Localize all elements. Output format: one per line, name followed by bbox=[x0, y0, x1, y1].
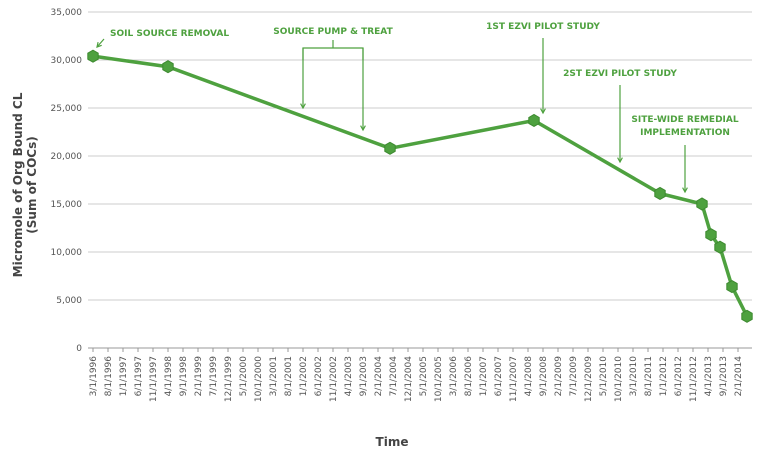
point bbox=[87, 49, 99, 63]
x-tick-label: 7/1/2009 bbox=[569, 356, 579, 397]
x-tick-label: 4/1/2013 bbox=[704, 356, 714, 396]
x-tick-label: 10/1/2000 bbox=[254, 356, 264, 402]
annotation-arrowhead bbox=[682, 187, 688, 194]
y-tick-label: 25,000 bbox=[51, 104, 83, 114]
point bbox=[162, 60, 174, 74]
x-tick-label: 10/1/2010 bbox=[614, 356, 624, 402]
x-tick-label: 6/1/1997 bbox=[134, 356, 144, 396]
x-tick-label: 4/1/2008 bbox=[524, 356, 534, 397]
y-tick-label: 15,000 bbox=[51, 200, 83, 210]
x-tick-label: 9/1/2013 bbox=[719, 356, 729, 396]
x-tick-label: 12/1/2009 bbox=[584, 356, 594, 402]
x-tick-label: 8/1/2001 bbox=[284, 356, 294, 396]
annotation-bracket bbox=[302, 47, 364, 60]
y-tick-label: 35,000 bbox=[51, 8, 83, 18]
x-tick-label: 1/1/2012 bbox=[659, 356, 669, 396]
x-tick-label: 3/1/2010 bbox=[629, 356, 639, 397]
y-tick-label: 5,000 bbox=[56, 296, 82, 306]
annotation-arrow bbox=[96, 38, 105, 48]
x-tick-label: 1/1/2007 bbox=[479, 356, 489, 396]
x-tick-label: 6/1/2002 bbox=[314, 356, 324, 396]
x-tick-label: 2/1/2009 bbox=[554, 356, 564, 397]
x-tick-label: 2/1/2014 bbox=[734, 356, 744, 397]
x-tick-label: 1/1/1997 bbox=[119, 356, 129, 396]
x-tick-label: 9/1/1998 bbox=[179, 356, 189, 397]
x-tick-label: 11/1/2012 bbox=[689, 356, 699, 402]
x-tick-label: 11/1/1997 bbox=[149, 356, 159, 402]
annotation: SITE-WIDE REMEDIAL bbox=[631, 115, 738, 125]
x-tick-label: 3/1/2001 bbox=[269, 356, 279, 396]
point bbox=[726, 279, 738, 294]
x-tick-label: 1/1/2002 bbox=[299, 356, 309, 396]
x-tick-label: 6/1/2012 bbox=[674, 356, 684, 396]
y-axis-title: Micromole of Org Bound CL bbox=[11, 92, 25, 277]
x-tick-label: 7/1/2004 bbox=[389, 356, 399, 397]
x-tick-label: 11/1/2007 bbox=[509, 356, 519, 402]
x-tick-label: 9/1/2003 bbox=[359, 356, 369, 396]
point bbox=[654, 186, 666, 201]
annotation: 2ST EZVI PILOT STUDY bbox=[563, 69, 677, 79]
x-tick-label: 6/1/2007 bbox=[494, 356, 504, 396]
y-tick-label: 0 bbox=[76, 344, 82, 354]
point bbox=[705, 228, 717, 242]
x-tick-label: 3/1/2006 bbox=[449, 356, 459, 397]
x-tick-label: 8/1/1996 bbox=[104, 356, 114, 397]
point bbox=[696, 197, 708, 211]
x-tick-label: 3/1/1996 bbox=[89, 356, 99, 397]
x-tick-label: 5/1/2000 bbox=[239, 356, 249, 397]
y-tick-label: 10,000 bbox=[51, 248, 83, 258]
x-tick-label: 8/1/2011 bbox=[644, 356, 654, 396]
y-axis-title: (Sum of COCs) bbox=[25, 136, 39, 233]
x-tick-label: 2/1/1999 bbox=[194, 356, 204, 397]
y-tick-label: 30,000 bbox=[51, 56, 83, 66]
x-tick-label: 11/1/2002 bbox=[329, 356, 339, 402]
x-tick-label: 12/1/2004 bbox=[404, 356, 414, 402]
annotation-arrowhead bbox=[540, 108, 546, 115]
annotation: SOIL SOURCE REMOVAL bbox=[110, 29, 229, 39]
point bbox=[741, 309, 753, 323]
annotation-arrowhead bbox=[617, 157, 623, 164]
point bbox=[714, 240, 726, 254]
x-tick-label: 4/1/2003 bbox=[344, 356, 354, 396]
x-tick-label: 5/1/2005 bbox=[419, 356, 429, 396]
annotation-arrowhead bbox=[300, 103, 306, 110]
annotation: 1ST EZVI PILOT STUDY bbox=[486, 22, 600, 32]
x-tick-label: 9/1/2008 bbox=[539, 356, 549, 397]
point bbox=[384, 141, 396, 155]
annotation-arrowhead bbox=[96, 41, 102, 48]
x-axis-title: Time bbox=[376, 435, 409, 449]
point bbox=[528, 113, 540, 128]
y-tick-label: 20,000 bbox=[51, 152, 83, 162]
x-tick-label: 2/1/2004 bbox=[374, 356, 384, 397]
annotation: IMPLEMENTATION bbox=[640, 128, 730, 138]
x-tick-label: 5/1/2010 bbox=[599, 356, 609, 397]
line bbox=[92, 54, 749, 318]
x-tick-label: 7/1/1999 bbox=[209, 356, 219, 397]
x-tick-label: 12/1/1999 bbox=[224, 356, 234, 402]
annotation-arrowhead bbox=[360, 125, 366, 132]
x-tick-label: 8/1/2006 bbox=[464, 356, 474, 397]
x-tick-label: 10/1/2005 bbox=[434, 356, 444, 402]
annotation: SOURCE PUMP & TREAT bbox=[273, 27, 393, 37]
x-tick-label: 4/1/1998 bbox=[164, 356, 174, 397]
